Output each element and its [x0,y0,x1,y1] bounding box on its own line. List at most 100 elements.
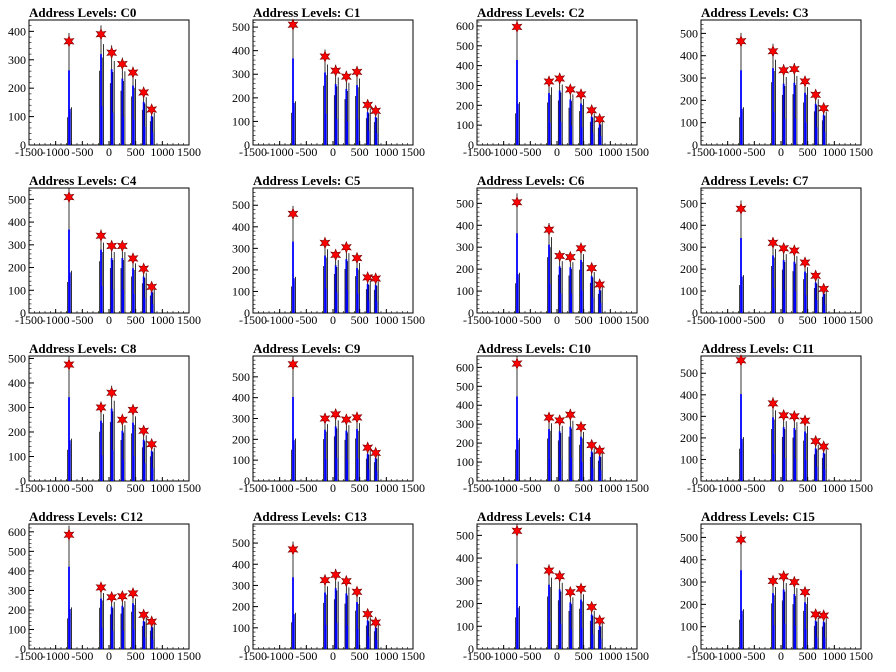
peak-marker [370,616,382,629]
x-tick-label: -1500 [15,649,43,663]
x-tick-label: -1000 [42,145,70,159]
panel-title: Address Levels: C12 [29,509,143,524]
x-tick-label: -1500 [463,481,491,495]
peak-marker [127,252,139,265]
peak-marker [799,414,811,427]
y-tick-label: 500 [456,379,474,393]
peak-marker [106,590,118,604]
peak-marker [63,358,75,371]
y-tick-label: 200 [456,98,474,112]
histogram-panel: -1500-1000 -500 0 500 1000 1500 0 100 200 300 400 5… [456,523,649,663]
x-tick-label: -500 [71,649,93,663]
peak-marker [95,229,107,243]
peak-marker [575,582,587,596]
peak-marker [586,103,598,117]
x-tick-label: 1000 [598,145,622,159]
panel-title: Address Levels: C14 [477,509,591,524]
y-tick-label: 600 [456,360,474,374]
y-tick-label: 0 [20,642,26,656]
x-tick-label: 0 [778,481,784,495]
peak-marker [735,202,747,216]
plot-frame [252,187,414,314]
peak-marker [735,354,747,367]
x-tick-label: 1500 [849,649,873,663]
x-tick-label: -500 [743,481,765,495]
y-tick-label: 200 [232,600,250,614]
y-tick-label: 500 [680,26,698,40]
peak-marker [586,261,598,275]
y-tick-label: 100 [456,118,474,132]
peak-marker [799,75,811,88]
y-tick-label: 0 [468,138,474,152]
y-tick-label: 400 [680,388,698,402]
peak-marker [116,57,128,71]
x-tick-label: -1500 [687,649,715,663]
x-tick-label: 1000 [598,649,622,663]
peak-marker [95,27,107,41]
y-tick-label: 500 [232,370,250,384]
peak-marker [330,408,342,421]
x-tick-label: 1000 [598,481,622,495]
x-tick-label: -1500 [239,313,267,327]
x-tick-label: -1000 [714,481,742,495]
peak-marker [370,446,382,460]
y-tick-label: 500 [8,544,26,558]
histogram-panel: -1500-1000 -500 0 500 1000 1500 0 100 200 300 400 5… [232,523,425,663]
y-tick-label: 300 [680,240,698,254]
x-tick-label: 500 [575,313,593,327]
y-tick-label: 200 [232,263,250,277]
y-tick-label: 200 [456,597,474,611]
x-tick-label: 500 [127,649,145,663]
y-tick-label: 0 [20,306,26,320]
x-tick-label: -1500 [687,481,715,495]
y-tick-label: 0 [244,474,250,488]
plot-frame [700,19,862,146]
peak-marker [106,239,118,253]
x-tick-label: 0 [330,145,336,159]
y-tick-label: 300 [232,412,250,426]
panel-title: Address Levels: C1 [253,5,361,20]
panel-title: Address Levels: C6 [477,173,585,188]
y-tick-label: 600 [456,19,474,33]
y-tick-label: 100 [680,284,698,298]
x-tick-label: -1000 [714,313,742,327]
peak-marker [340,574,352,588]
plot-frame [252,19,414,146]
peak-marker [127,587,139,600]
x-tick-label: -1500 [239,649,267,663]
x-tick-label: -1000 [714,145,742,159]
y-tick-label: 400 [232,391,250,405]
x-tick-label: 500 [127,145,145,159]
x-tick-label: 500 [799,145,817,159]
x-tick-label: -1000 [490,649,518,663]
peak-marker [138,86,150,99]
y-tick-label: 0 [692,306,698,320]
y-tick-label: 100 [680,116,698,130]
x-tick-label: 0 [778,313,784,327]
peak-marker [543,75,555,88]
y-tick-label: 400 [8,564,26,578]
plot-frame [700,355,862,482]
y-tick-label: 100 [8,110,26,124]
y-tick-label: 0 [244,138,250,152]
y-tick-label: 0 [692,642,698,656]
y-tick-label: 500 [680,196,698,210]
x-tick-label: 500 [799,313,817,327]
peak-marker [543,411,555,424]
y-tick-label: 400 [456,398,474,412]
y-tick-label: 100 [232,453,250,467]
peak-marker [778,63,790,77]
y-tick-label: 500 [232,20,250,34]
panel-title: Address Levels: C15 [701,509,815,524]
panel-title: Address Levels: C11 [701,341,815,356]
y-tick-label: 0 [468,474,474,488]
x-tick-label: -500 [71,481,93,495]
peak-marker [788,410,800,423]
x-tick-label: 1500 [177,313,201,327]
peak-marker [138,608,150,622]
panel-title: Address Levels: C10 [477,341,591,356]
y-tick-label: 0 [468,306,474,320]
y-tick-label: 100 [232,114,250,128]
y-tick-label: 0 [468,642,474,656]
peak-marker [511,20,523,34]
